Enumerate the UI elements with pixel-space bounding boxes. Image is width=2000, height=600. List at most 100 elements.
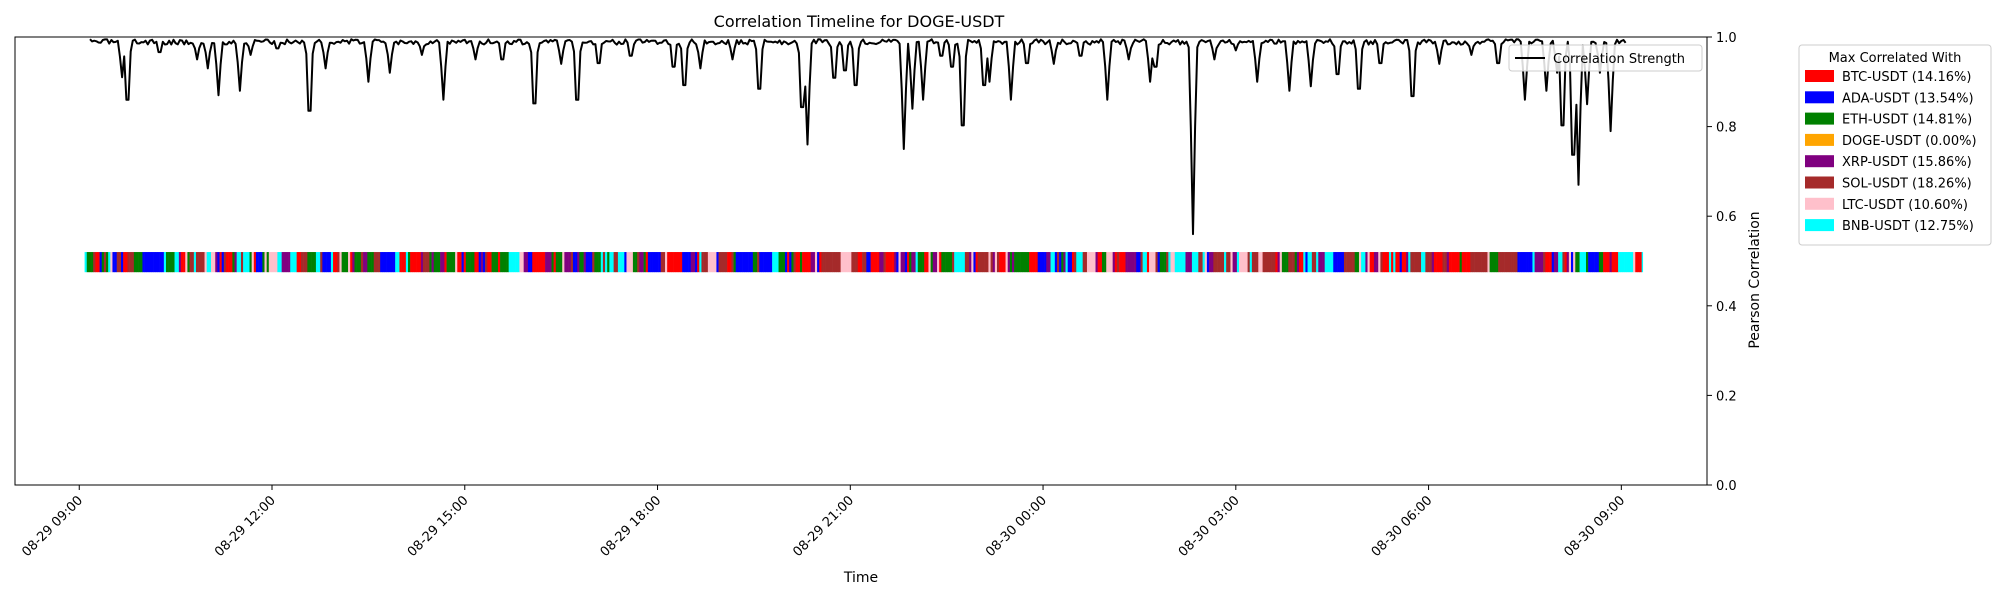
band-segment: [180, 252, 184, 273]
band-segment: [348, 252, 351, 273]
band-segment: [1579, 252, 1583, 273]
band-segment: [1318, 252, 1321, 273]
band-segment: [1119, 252, 1122, 273]
band-segment: [176, 252, 180, 273]
band-segment: [1159, 252, 1163, 273]
band-segment: [335, 252, 338, 273]
band-segment: [1129, 252, 1133, 273]
band-segment: [859, 252, 863, 273]
band-segment: [596, 252, 599, 273]
band-segment: [1476, 252, 1480, 273]
band-segment: [1457, 252, 1460, 273]
band-segment: [757, 252, 760, 273]
band-segment: [684, 252, 687, 273]
band-segment: [840, 252, 844, 273]
band-segment: [900, 252, 904, 273]
y-axis-label: Pearson Correlation: [1747, 211, 1763, 348]
band-segment: [1384, 252, 1388, 273]
band-segment: [1459, 252, 1463, 273]
band-segment: [478, 252, 482, 273]
band-segment: [230, 252, 233, 273]
band-segment: [1256, 252, 1259, 273]
band-segment: [1549, 252, 1553, 273]
band-segment: [943, 252, 946, 273]
band-segment: [375, 252, 379, 273]
band-segment: [819, 252, 822, 273]
band-segment: [557, 252, 561, 273]
legend-label: SOL-USDT (18.26%): [1842, 177, 1972, 192]
band-segment: [1176, 252, 1180, 273]
band-segment: [1309, 252, 1313, 273]
y-tick-label: 1.0: [1716, 31, 1737, 46]
band-segment: [97, 252, 100, 273]
band-segment: [844, 252, 848, 273]
x-tick-label: 08-29 15:00: [405, 493, 472, 560]
band-segment: [330, 252, 334, 273]
band-segment: [1204, 252, 1208, 273]
x-tick-label: 08-30 00:00: [983, 493, 1050, 560]
band-segment: [1037, 252, 1041, 273]
band-segment: [825, 252, 829, 273]
band-segment: [1421, 252, 1424, 273]
band-segment: [127, 252, 130, 273]
band-segment: [1140, 252, 1143, 273]
band-segment: [902, 252, 906, 273]
band-segment: [140, 252, 143, 273]
band-segment: [1183, 252, 1186, 273]
band-segment: [1093, 252, 1096, 273]
band-segment: [673, 252, 677, 273]
band-segment: [1039, 252, 1043, 273]
band-segment: [1153, 252, 1156, 273]
band-segment: [1236, 252, 1240, 273]
band-segment: [739, 252, 743, 273]
band-segment: [581, 252, 584, 273]
band-segment: [1573, 252, 1576, 273]
band-segment: [1352, 252, 1355, 273]
band-segment: [502, 252, 505, 273]
band-segment: [521, 252, 524, 273]
band-segment: [1534, 252, 1538, 273]
band-segment: [1284, 252, 1287, 273]
band-segment: [607, 252, 610, 273]
band-segment: [894, 252, 897, 273]
band-segment: [975, 252, 979, 273]
band-segment: [262, 252, 265, 273]
band-segment: [292, 252, 295, 273]
band-segment: [999, 252, 1002, 273]
band-segment: [823, 252, 826, 273]
band-segment: [93, 252, 96, 273]
band-segment: [459, 252, 462, 273]
band-segment: [1016, 252, 1019, 273]
band-segment: [204, 252, 207, 273]
legend-box: [1798, 44, 1992, 246]
band-segment: [727, 252, 730, 273]
band-segment: [930, 252, 934, 273]
band-segment: [193, 252, 197, 273]
band-segment: [1266, 252, 1270, 273]
band-segment: [251, 252, 255, 273]
band-segment: [782, 252, 786, 273]
band-segment: [1611, 252, 1615, 273]
band-segment: [382, 252, 385, 273]
band-segment: [405, 252, 409, 273]
band-segment: [1076, 252, 1079, 273]
band-segment: [1104, 252, 1107, 273]
band-segment: [155, 252, 158, 273]
band-segment: [467, 252, 471, 273]
band-segment: [1605, 252, 1608, 273]
band-segment: [622, 252, 625, 273]
legend-label: BTC-USDT (14.16%): [1842, 70, 1971, 85]
band-segment: [1470, 252, 1473, 273]
legend-swatch: [1805, 155, 1834, 168]
legend-swatch: [1805, 70, 1834, 82]
band-segment: [1313, 252, 1317, 273]
band-segment: [378, 252, 381, 273]
band-segment: [1071, 252, 1075, 273]
band-segment: [1005, 252, 1009, 273]
band-segment: [682, 252, 685, 273]
band-segment: [658, 252, 662, 273]
band-segment: [1296, 252, 1300, 273]
band-segment: [1020, 252, 1024, 273]
band-segment: [1249, 252, 1253, 273]
band-segment: [457, 252, 460, 273]
